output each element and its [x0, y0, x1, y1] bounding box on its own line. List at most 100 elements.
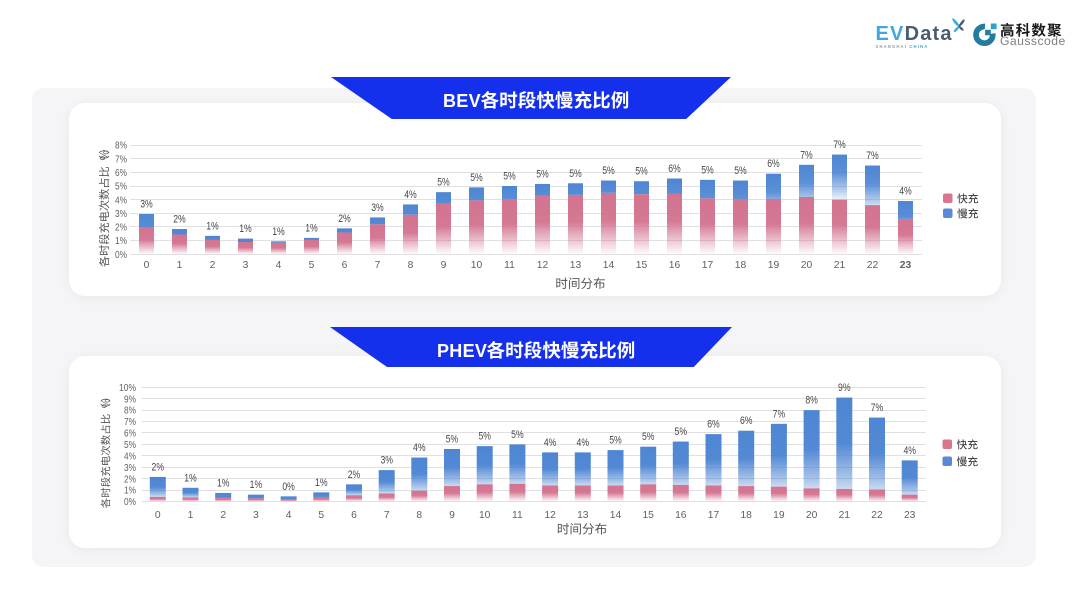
svg-text:5: 5: [318, 510, 324, 521]
svg-text:6%: 6%: [668, 163, 681, 175]
svg-text:3%: 3%: [124, 463, 136, 474]
svg-text:5%: 5%: [437, 177, 450, 189]
svg-text:1%: 1%: [184, 472, 197, 484]
svg-text:4%: 4%: [544, 437, 557, 449]
svg-text:1: 1: [188, 510, 194, 521]
svg-text:5%: 5%: [602, 165, 615, 177]
svg-text:20: 20: [801, 260, 813, 271]
svg-text:5%: 5%: [446, 434, 459, 446]
svg-text:7%: 7%: [115, 154, 127, 165]
svg-text:1%: 1%: [217, 477, 230, 489]
svg-text:21: 21: [839, 510, 851, 521]
svg-text:3%: 3%: [371, 202, 384, 214]
svg-text:7%: 7%: [773, 408, 786, 420]
svg-text:5%: 5%: [675, 426, 688, 438]
svg-text:3%: 3%: [115, 209, 127, 220]
svg-text:1%: 1%: [305, 222, 318, 234]
svg-text:5%: 5%: [569, 168, 582, 180]
svg-text:5%: 5%: [536, 169, 549, 181]
svg-text:2: 2: [210, 260, 216, 271]
svg-text:4%: 4%: [115, 195, 127, 206]
svg-text:16: 16: [669, 260, 681, 271]
svg-text:7%: 7%: [800, 149, 813, 161]
svg-text:4: 4: [286, 510, 292, 521]
svg-text:4%: 4%: [903, 445, 916, 457]
svg-text:5%: 5%: [124, 440, 136, 451]
svg-text:9: 9: [449, 510, 455, 521]
svg-text:1%: 1%: [115, 236, 127, 247]
svg-text:0: 0: [155, 510, 161, 521]
svg-text:5%: 5%: [115, 182, 127, 193]
svg-text:5%: 5%: [470, 172, 483, 184]
svg-text:12: 12: [537, 260, 549, 271]
svg-text:0%: 0%: [115, 250, 127, 261]
svg-text:7: 7: [384, 510, 390, 521]
svg-text:8: 8: [416, 510, 422, 521]
svg-text:1%: 1%: [315, 477, 328, 489]
svg-text:2%: 2%: [152, 461, 165, 473]
svg-text:5%: 5%: [642, 431, 655, 443]
svg-text:14: 14: [603, 260, 615, 271]
svg-text:EVData: EVData: [876, 23, 953, 45]
svg-text:3: 3: [243, 260, 249, 271]
svg-text:9%: 9%: [838, 382, 851, 394]
svg-text:8: 8: [408, 260, 414, 271]
svg-text:3: 3: [253, 510, 259, 521]
svg-text:10%: 10%: [119, 383, 136, 394]
svg-text:9%: 9%: [124, 394, 136, 405]
svg-text:5%: 5%: [503, 171, 516, 183]
svg-text:23: 23: [904, 510, 916, 521]
svg-text:22: 22: [867, 260, 879, 271]
svg-text:5%: 5%: [734, 165, 747, 177]
svg-text:20: 20: [806, 510, 818, 521]
svg-text:2%: 2%: [115, 223, 127, 234]
svg-text:21: 21: [834, 260, 846, 271]
svg-text:8%: 8%: [805, 395, 818, 407]
svg-text:5%: 5%: [478, 431, 491, 443]
svg-text:15: 15: [642, 510, 654, 521]
svg-text:16: 16: [675, 510, 687, 521]
svg-text:4%: 4%: [404, 189, 417, 201]
svg-text:8%: 8%: [124, 406, 136, 417]
svg-text:10: 10: [471, 260, 483, 271]
svg-text:0: 0: [144, 260, 150, 271]
svg-text:13: 13: [570, 260, 582, 271]
svg-text:9: 9: [441, 260, 447, 271]
svg-text:15: 15: [636, 260, 648, 271]
svg-text:5%: 5%: [635, 166, 648, 178]
svg-text:6%: 6%: [740, 415, 753, 427]
svg-text:5: 5: [309, 260, 315, 271]
svg-text:5%: 5%: [511, 429, 524, 441]
svg-text:SHANGHAI CHINA: SHANGHAI CHINA: [876, 44, 929, 49]
svg-text:10: 10: [479, 510, 491, 521]
svg-text:6%: 6%: [124, 429, 136, 440]
svg-text:1%: 1%: [239, 223, 252, 235]
svg-text:4%: 4%: [124, 451, 136, 462]
svg-text:6%: 6%: [707, 419, 720, 431]
svg-text:3%: 3%: [380, 455, 393, 467]
svg-text:5%: 5%: [609, 435, 622, 447]
svg-text:23: 23: [900, 260, 912, 271]
svg-text:3%: 3%: [140, 199, 153, 211]
svg-text:19: 19: [773, 510, 785, 521]
svg-text:1%: 1%: [124, 486, 136, 497]
svg-text:0%: 0%: [124, 497, 136, 508]
svg-text:2: 2: [220, 510, 226, 521]
svg-text:6%: 6%: [767, 158, 780, 170]
svg-text:6: 6: [342, 260, 348, 271]
svg-text:12: 12: [544, 510, 556, 521]
svg-text:7%: 7%: [833, 139, 846, 151]
svg-text:2%: 2%: [338, 213, 351, 225]
svg-text:1%: 1%: [250, 479, 263, 491]
svg-text:0%: 0%: [282, 481, 295, 493]
svg-text:7%: 7%: [866, 150, 879, 162]
svg-text:PHEV: PHEV: [437, 341, 487, 361]
svg-text:1%: 1%: [206, 220, 219, 232]
svg-text:7%: 7%: [871, 402, 884, 414]
svg-text:4%: 4%: [577, 437, 590, 449]
svg-text:6%: 6%: [115, 168, 127, 179]
svg-text:6: 6: [351, 510, 357, 521]
svg-text:17: 17: [708, 510, 720, 521]
svg-text:4%: 4%: [413, 442, 426, 454]
svg-text:19: 19: [768, 260, 780, 271]
